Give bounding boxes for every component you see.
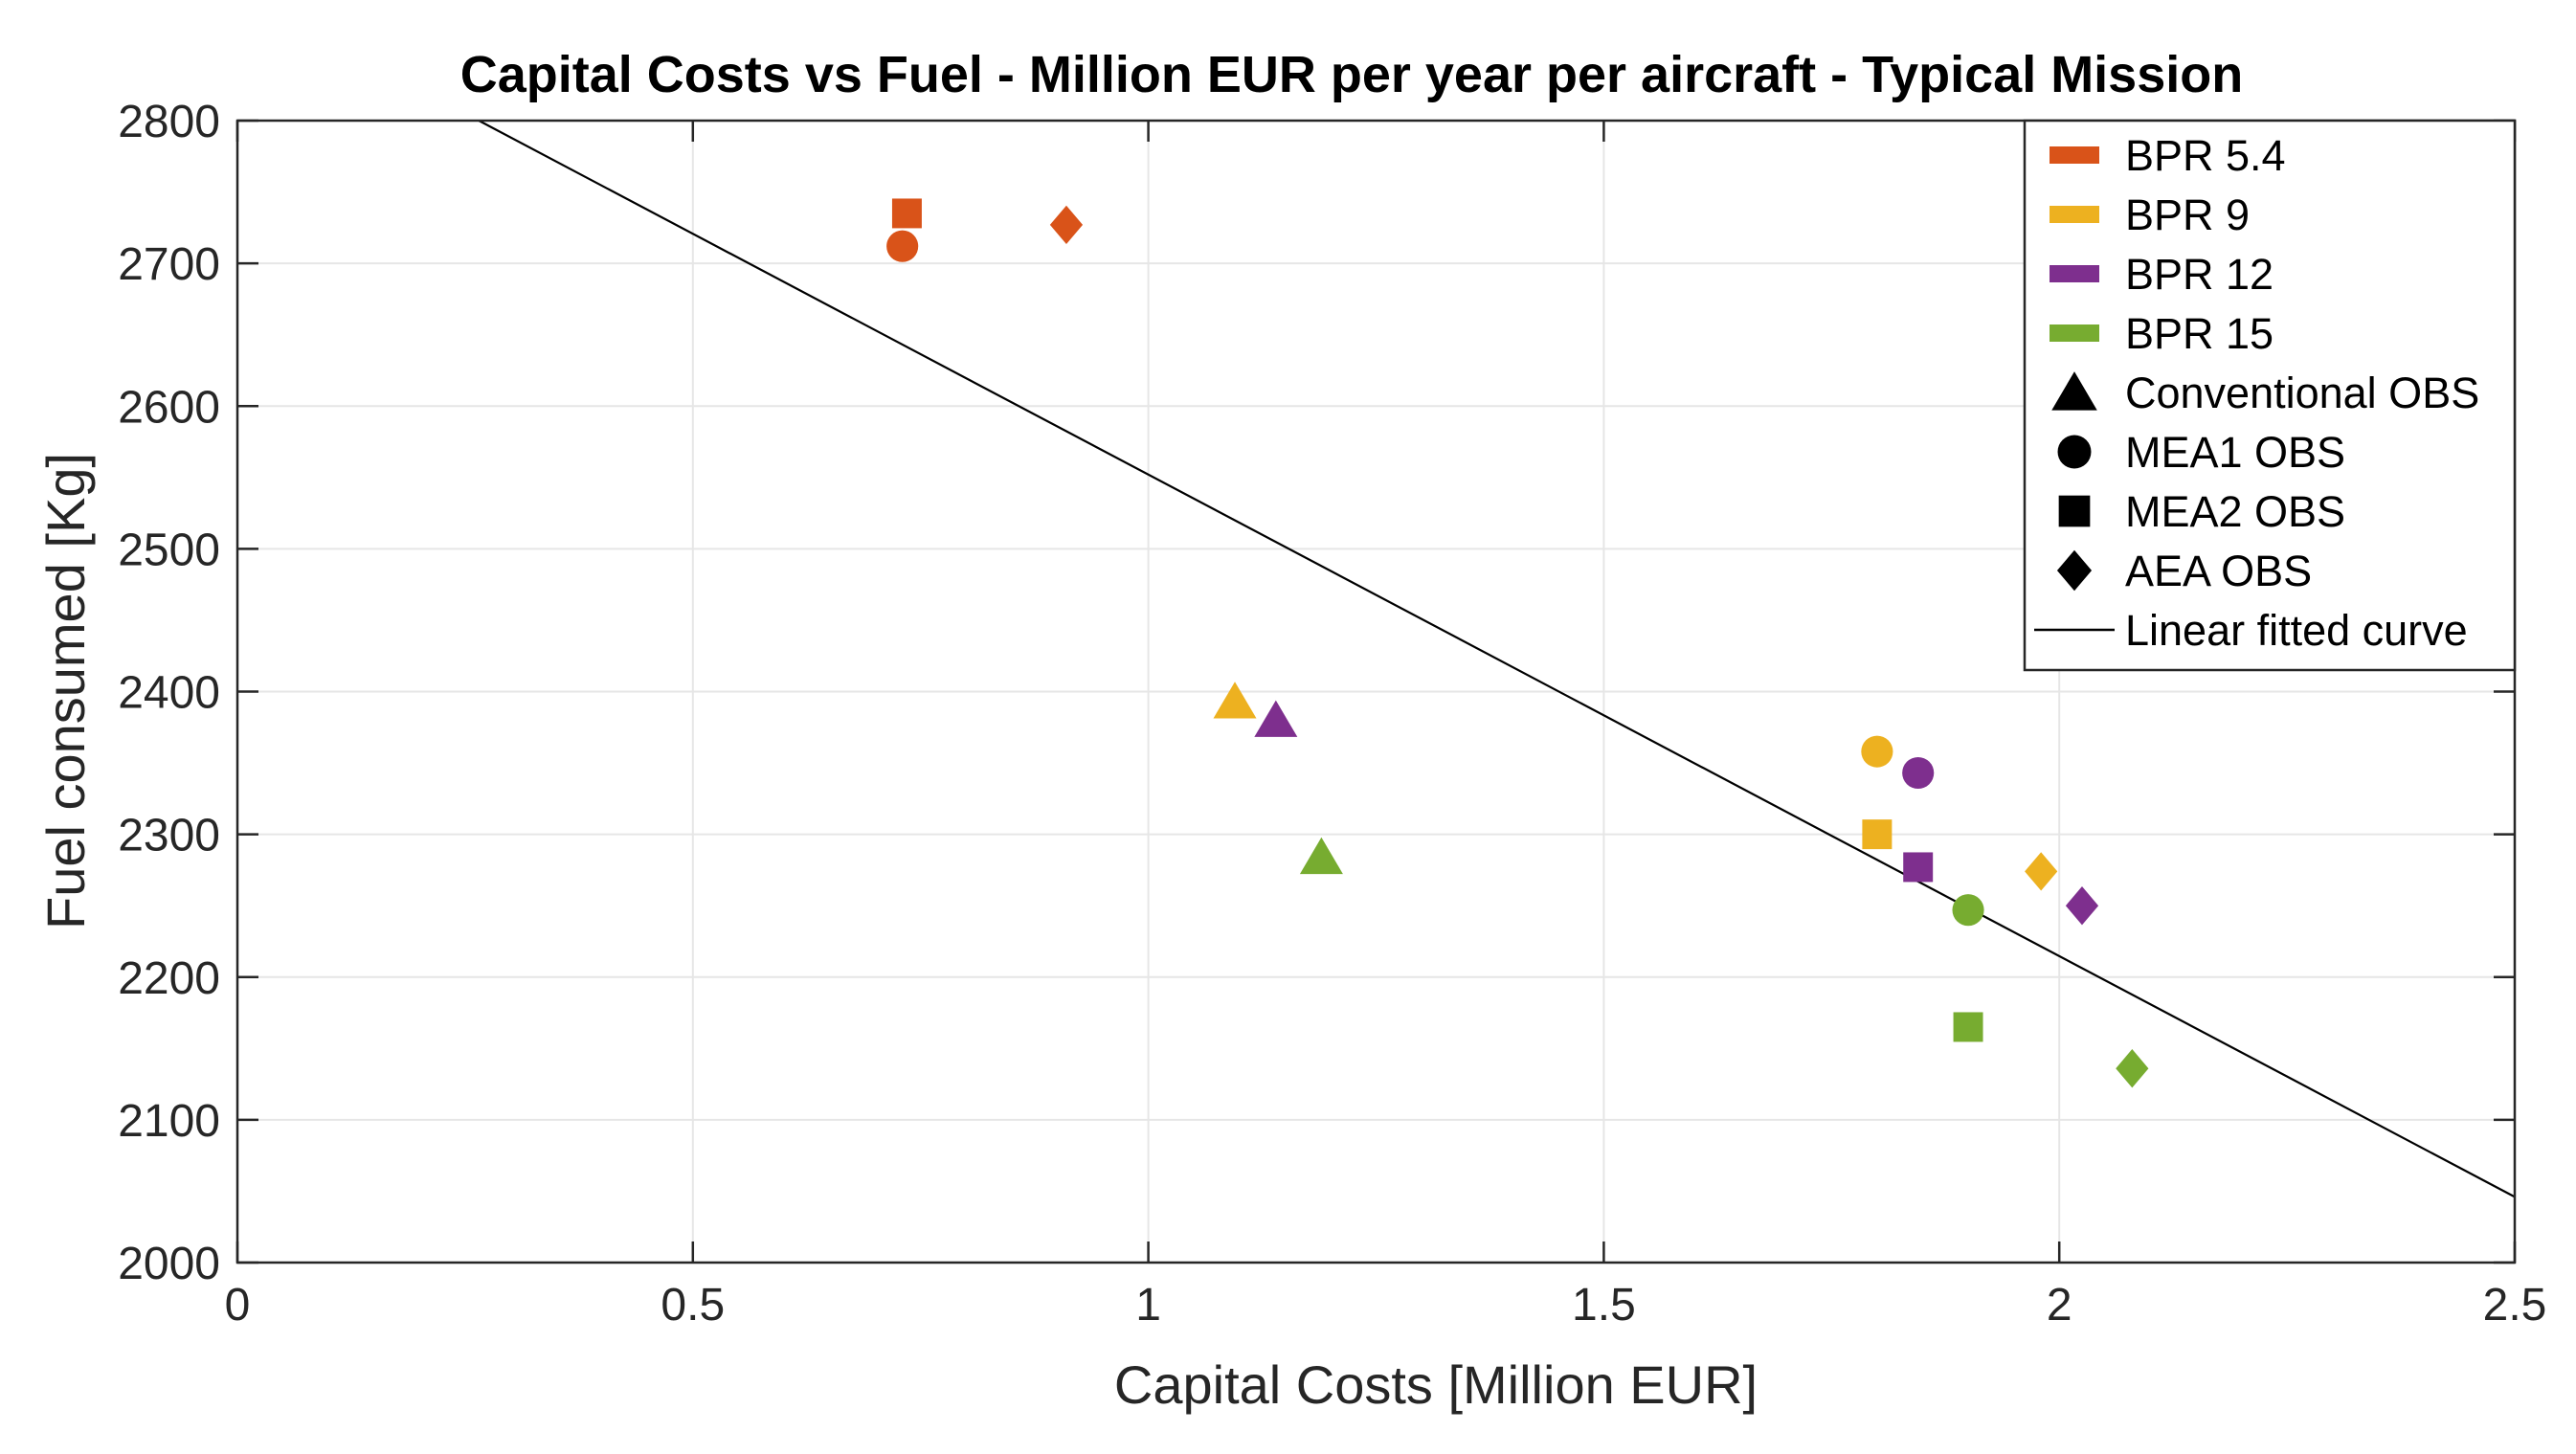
y-tick-label: 2400 [118,668,220,719]
x-tick-label: 0 [225,1280,251,1331]
y-tick-label: 2500 [118,525,220,575]
y-tick-label: 2200 [118,953,220,1004]
legend-marker-diamond [2056,549,2093,592]
chart-legend: BPR 5.4 BPR 9 BPR 12 BPR 15 Conventional OBS… [2023,119,2517,672]
legend-label: BPR 12 [2125,250,2274,299]
legend-swatch [2050,206,2099,223]
y-tick-labels: 2000 2100 2200 2300 2400 2500 2600 2700 2800 [118,97,220,1289]
x-tick-label: 2.5 [2483,1280,2547,1331]
data-point-square [1903,852,1934,883]
x-axis-label: Capital Costs [Million EUR] [1114,1354,1758,1415]
chart-title: Capital Costs vs Fuel - Million EUR per … [460,46,2243,103]
data-point-square [1862,819,1893,850]
legend-box [2023,119,2517,672]
x-tick-label: 1 [1135,1280,1161,1331]
data-point-diamond [2065,886,2099,926]
x-tick-labels: 0 0.5 1 1.5 2 2.5 [225,1280,2547,1331]
data-point-diamond [2116,1049,2149,1088]
data-point-circle [886,230,919,262]
data-point-circle [1952,894,1984,927]
y-axis-label: Fuel consumed [Kg] [35,453,96,929]
x-tick-label: 0.5 [661,1280,725,1331]
legend-label: BPR 15 [2125,309,2274,358]
legend-marker-circle [2057,435,2092,469]
data-point-square [1953,1012,1983,1042]
legend-label: BPR 5.4 [2125,131,2286,180]
data-point-circle [1902,756,1935,790]
y-tick-label: 2600 [118,382,220,433]
data-point-triangle [1254,700,1298,737]
legend-swatch [2050,146,2099,164]
data-point-triangle [1213,682,1257,719]
legend-swatch [2050,265,2099,282]
data-point-triangle [1299,837,1343,875]
legend-label: BPR 9 [2125,190,2250,239]
data-point-diamond [2025,852,2058,891]
legend-swatch [2050,324,2099,342]
data-point-square [891,198,922,229]
linear-fitted-curve [478,120,2516,1198]
x-tick-label: 2 [2047,1280,2072,1331]
data-point-diamond [1049,205,1084,245]
y-tick-label: 2300 [118,811,220,861]
y-tick-label: 2000 [118,1239,220,1289]
legend-marker-triangle [2051,371,2097,411]
legend-label: AEA OBS [2125,547,2312,595]
legend-label: MEA2 OBS [2125,487,2345,536]
legend-marker-square [2058,495,2091,527]
legend-label: MEA1 OBS [2125,428,2345,477]
legend-label: Conventional OBS [2125,369,2479,417]
x-tick-label: 1.5 [1572,1280,1636,1331]
data-points-layer [886,198,2149,1088]
y-tick-label: 2100 [118,1096,220,1147]
y-tick-label: 2700 [118,239,220,290]
legend-label: Linear fitted curve [2125,606,2468,655]
y-tick-label: 2800 [118,97,220,147]
fitted-curve-layer [478,120,2516,1198]
data-point-circle [1861,735,1893,768]
